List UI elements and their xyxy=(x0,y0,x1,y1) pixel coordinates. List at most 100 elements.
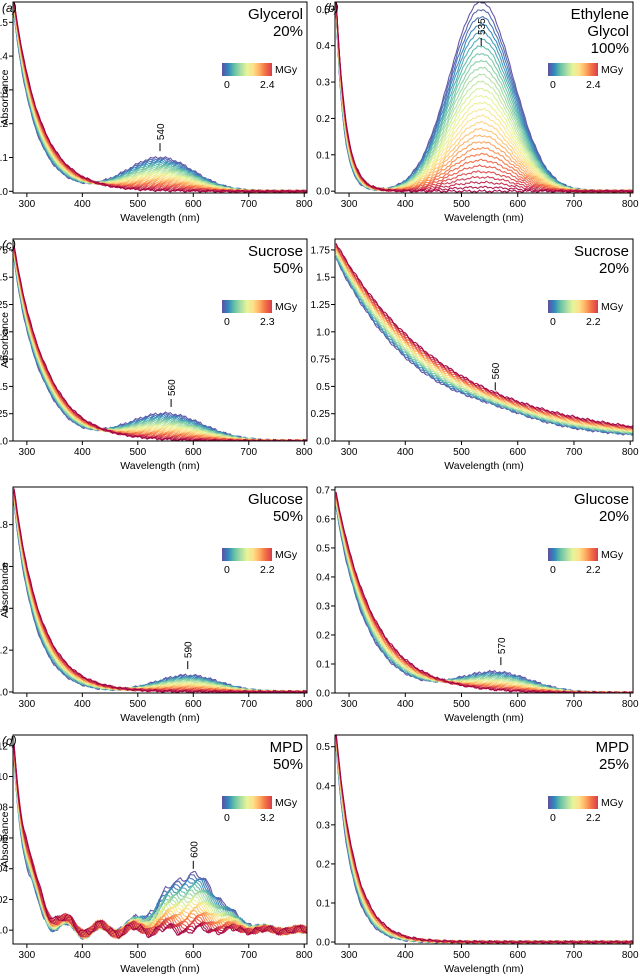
x-tick-label: 700 xyxy=(240,447,257,458)
colorbar-min-label: 0 xyxy=(550,316,556,328)
colorbar xyxy=(222,796,272,809)
x-tick-label: 300 xyxy=(341,199,358,210)
x-axis-label: Wavelength (nm) xyxy=(444,460,524,472)
spectrum-curve xyxy=(335,2,633,193)
spectrum-curve xyxy=(335,252,633,433)
y-tick-label: 0.1 xyxy=(0,153,8,164)
y-tick-label: 1.5 xyxy=(0,273,8,284)
spectrum-curve xyxy=(335,741,633,944)
colorbar xyxy=(222,548,272,561)
x-axis-label: Wavelength (nm) xyxy=(120,212,200,224)
colorbar-unit: MGy xyxy=(601,64,624,76)
plot-frame xyxy=(334,1,634,194)
panel-title-line: Sucrose xyxy=(248,243,303,260)
spectrum-curve xyxy=(335,735,633,944)
colorbar xyxy=(548,548,598,561)
panel-title-line: 20% xyxy=(599,508,629,525)
panel-title-line: Glucose xyxy=(574,491,629,508)
spectrum-curve xyxy=(13,502,307,693)
x-tick-label: 500 xyxy=(129,199,146,210)
y-axis-label: Absorbance xyxy=(0,69,11,125)
spectrum-curve xyxy=(335,251,633,433)
y-tick-label: 0.0 xyxy=(316,689,330,700)
y-tick-label: 0.0 xyxy=(316,437,330,448)
panel-letter: (a) xyxy=(2,1,17,15)
curves-group xyxy=(335,735,633,944)
x-axis-label: Wavelength (nm) xyxy=(444,963,524,975)
x-tick-label: 700 xyxy=(566,699,583,710)
panel-title-line: 25% xyxy=(599,756,629,773)
y-axis-label: Absorbance xyxy=(0,811,11,867)
spectrum-curve xyxy=(13,256,307,441)
y-tick-label: 0.1 xyxy=(316,659,330,670)
y-tick-label: 0.08 xyxy=(0,803,8,814)
colorbar xyxy=(222,300,272,313)
spectrum-curve xyxy=(335,251,633,433)
y-axis-label: Absorbance xyxy=(0,562,11,618)
spectrum-curve xyxy=(13,745,307,939)
y-tick-label: 1.25 xyxy=(311,300,331,311)
colorbar-max-label: 2.2 xyxy=(586,564,601,576)
y-tick-label: 0.5 xyxy=(0,382,8,393)
x-tick-label: 600 xyxy=(185,699,202,710)
y-tick-label: 0.5 xyxy=(316,382,330,393)
y-tick-label: 1.5 xyxy=(316,273,330,284)
spectrum-curve xyxy=(13,245,307,441)
spectrum-curve xyxy=(335,506,633,693)
spectrum-curve xyxy=(335,494,633,693)
colorbar-min-label: 0 xyxy=(224,812,230,824)
x-tick-label: 600 xyxy=(509,447,526,458)
colorbar xyxy=(548,300,598,313)
x-axis-label: Wavelength (nm) xyxy=(444,712,524,724)
x-tick-label: 500 xyxy=(129,699,146,710)
colorbar-unit: MGy xyxy=(275,797,298,809)
x-tick-label: 700 xyxy=(240,199,257,210)
plot-frame xyxy=(334,238,634,442)
y-tick-label: 0.3 xyxy=(316,78,330,89)
colorbar-min-label: 0 xyxy=(224,79,230,91)
x-tick-label: 600 xyxy=(509,199,526,210)
y-tick-label: 0.5 xyxy=(316,5,330,16)
x-tick-label: 300 xyxy=(341,950,358,961)
curves-group xyxy=(335,2,633,193)
y-tick-label: 1.75 xyxy=(0,245,8,256)
panel-title-line: MPD xyxy=(270,739,304,756)
x-tick-label: 700 xyxy=(240,699,257,710)
y-tick-label: 0.0 xyxy=(0,187,8,198)
curves-group xyxy=(13,2,307,193)
x-tick-label: 800 xyxy=(622,950,639,961)
spectrum-curve xyxy=(335,746,633,944)
spectrum-curve xyxy=(335,251,633,433)
spectrum-curve xyxy=(13,746,307,939)
spectrum-curve xyxy=(335,735,633,944)
y-tick-label: 0.10 xyxy=(0,772,8,783)
x-tick-label: 300 xyxy=(19,950,36,961)
panel-title-line: Glucose xyxy=(248,491,303,508)
spectrum-curve xyxy=(335,246,633,430)
y-tick-label: 1.0 xyxy=(0,327,8,338)
x-tick-label: 500 xyxy=(129,950,146,961)
x-tick-label: 300 xyxy=(19,447,36,458)
y-tick-label: 0.4 xyxy=(316,41,330,52)
spectrum-curve xyxy=(335,495,633,693)
spectrum-curve xyxy=(335,256,633,435)
colorbar-max-label: 2.3 xyxy=(260,316,275,328)
peak-label: 540 xyxy=(156,123,167,140)
spectrum-curve xyxy=(335,256,633,436)
panel-4: 300 400 500 600 700 800 0.0 0.25 0.5 0.75 1.0 1.25 1… xyxy=(311,238,639,472)
colorbar-min-label: 0 xyxy=(550,79,556,91)
spectrum-curve xyxy=(335,736,633,944)
y-tick-label: 0.7 xyxy=(316,485,330,496)
y-tick-label: 0.4 xyxy=(0,604,8,615)
spectrum-curve xyxy=(335,506,633,693)
y-tick-label: 1.75 xyxy=(311,245,331,256)
spectrum-curve xyxy=(335,737,633,944)
x-tick-label: 300 xyxy=(341,699,358,710)
y-tick-label: 0.75 xyxy=(0,355,8,366)
spectrum-curve xyxy=(335,746,633,944)
spectrum-curve xyxy=(335,737,633,944)
curves-group xyxy=(13,245,307,441)
x-tick-label: 800 xyxy=(296,447,313,458)
y-tick-label: 0.2 xyxy=(0,119,8,130)
x-tick-label: 400 xyxy=(74,447,91,458)
